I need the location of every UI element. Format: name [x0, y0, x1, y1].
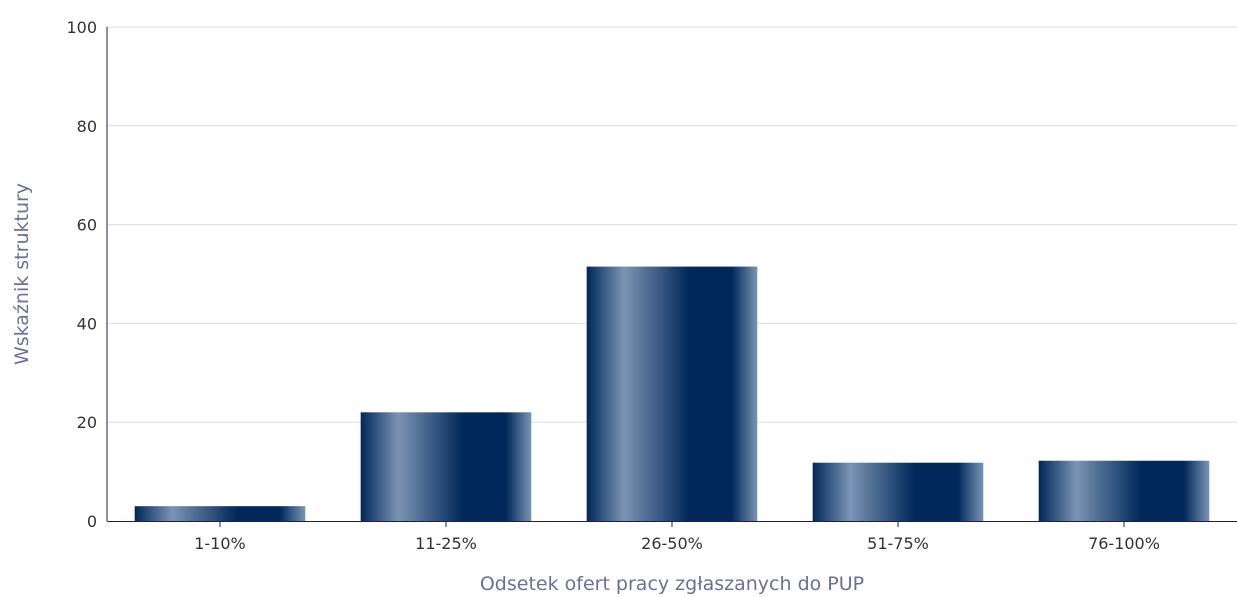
y-axis-title: Wskaźnik struktury — [11, 183, 33, 365]
x-tick-label: 76-100% — [1088, 534, 1160, 553]
x-tick-label: 51-75% — [867, 534, 929, 553]
y-tick-label: 40 — [77, 314, 97, 333]
x-axis-title: Odsetek ofert pracy zgłaszanych do PUP — [480, 573, 864, 595]
bar — [812, 462, 984, 521]
y-tick-label: 80 — [77, 117, 97, 136]
bar — [586, 266, 758, 521]
x-tick-label: 26-50% — [641, 534, 703, 553]
x-tick-label: 11-25% — [415, 534, 477, 553]
y-tick-label: 20 — [77, 413, 97, 432]
grid-lines — [107, 26, 1237, 423]
y-tick-label: 60 — [77, 216, 97, 235]
x-tick-label: 1-10% — [194, 534, 246, 553]
bars — [134, 266, 1210, 521]
x-tick-labels: 1-10% 11-25% 26-50% 51-75% 76-100% — [194, 521, 1160, 553]
bar — [1038, 460, 1210, 521]
bar — [360, 412, 532, 521]
y-tick-labels: 0 20 40 60 80 100 — [66, 18, 97, 531]
y-tick-label: 100 — [66, 18, 97, 37]
y-tick-label: 0 — [87, 512, 97, 531]
bar — [134, 506, 306, 521]
